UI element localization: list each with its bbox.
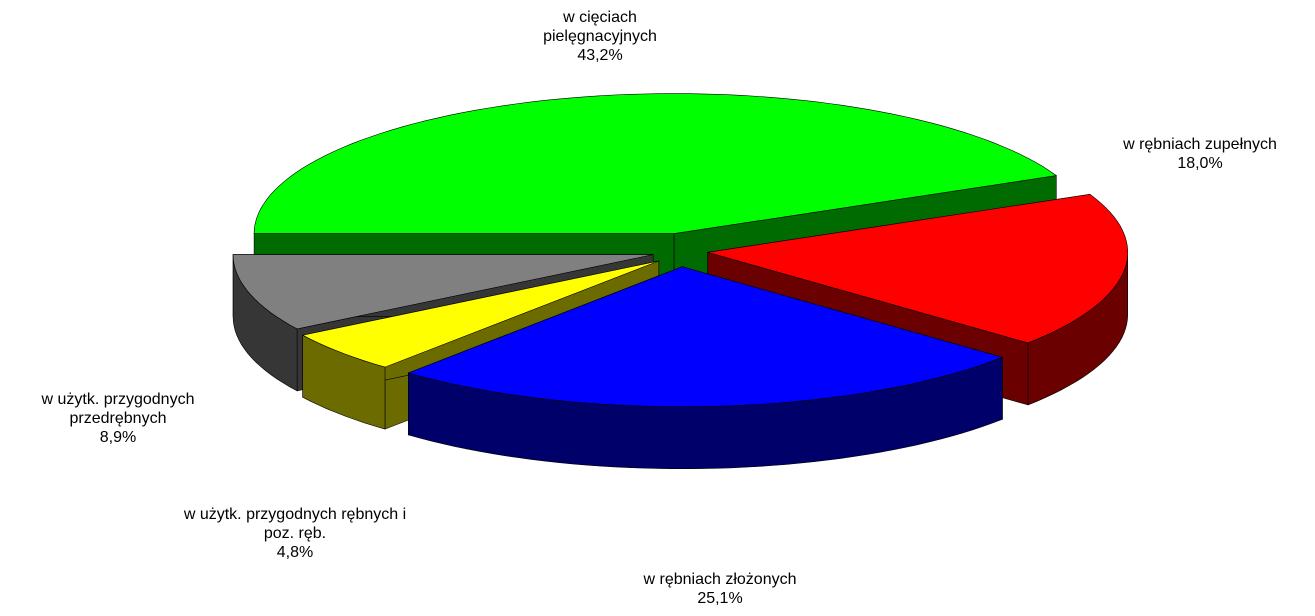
category-name: w cięciach pielęgnacyjnych	[543, 9, 657, 45]
category-name: w rębniach złożonych	[643, 571, 797, 588]
slice-label: w rębniach zupełnych 18,0%	[1080, 135, 1315, 173]
slice	[407, 266, 1004, 407]
category-name: w użytk. przygodnych przedrębnych	[41, 391, 195, 427]
category-name: w rębniach zupełnych	[1123, 136, 1277, 153]
value-label: 8,9%	[99, 429, 137, 446]
slice-label: w użytk. przygodnych przedrębnych 8,9%	[0, 390, 238, 447]
value-label: 4,8%	[276, 544, 314, 561]
value-label: 25,1%	[697, 590, 743, 607]
slice-label: w rębniach złożonych 25,1%	[590, 570, 850, 608]
value-label: 18,0%	[1177, 155, 1223, 172]
slice	[232, 254, 654, 330]
value-label: 43,2%	[577, 47, 623, 64]
slice-label: w cięciach pielęgnacyjnych 43,2%	[530, 8, 670, 65]
slice	[301, 260, 659, 368]
slice-label: w użytk. przygodnych rębnych i poz. ręb.…	[175, 505, 415, 562]
category-name: w użytk. przygodnych rębnych i poz. ręb.	[183, 506, 407, 542]
slice	[707, 193, 1128, 344]
slice	[253, 93, 1058, 234]
